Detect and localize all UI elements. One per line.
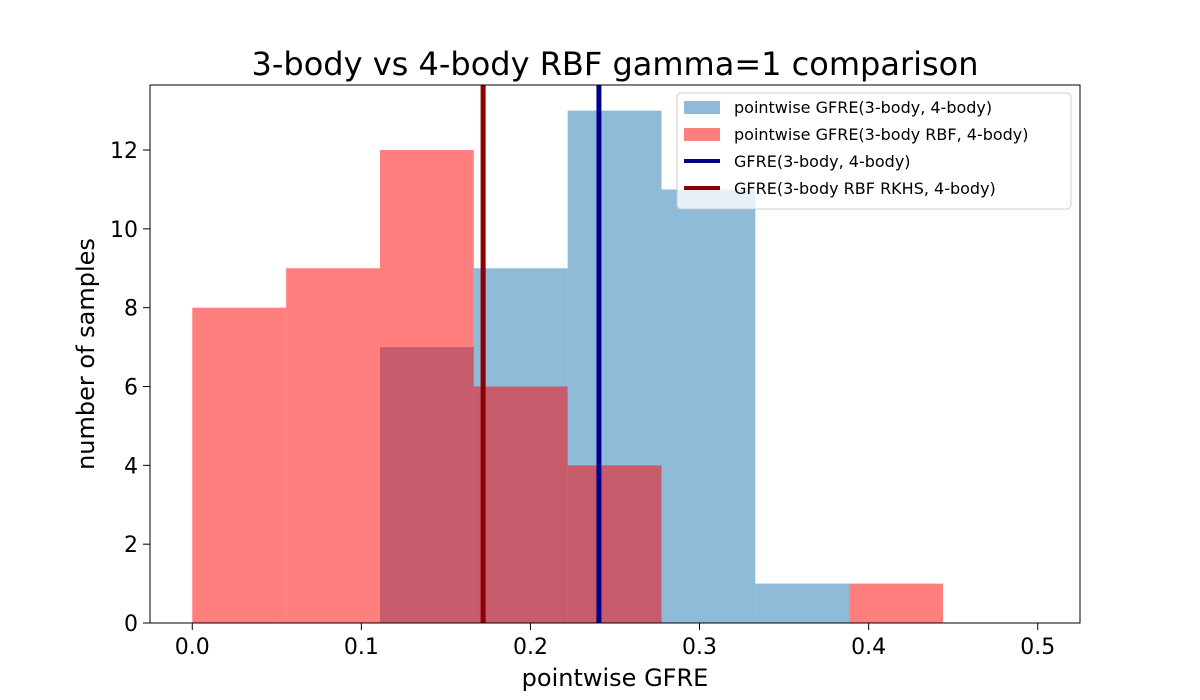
y-tick-label: 10 <box>110 218 138 243</box>
y-tick-label: 12 <box>110 139 138 164</box>
legend-box <box>676 92 1072 210</box>
x-tick-label: 0.4 <box>851 635 886 660</box>
histogram-bar-series-1 <box>661 189 756 623</box>
legend: pointwise GFRE(3-body, 4-body) pointwise … <box>676 92 1072 210</box>
plot-area <box>192 85 944 624</box>
legend-label: pointwise GFRE(3-body RBF, 4-body) <box>734 125 1029 144</box>
legend-swatch <box>684 101 720 114</box>
histogram-bar-series-2 <box>849 583 944 623</box>
y-axis-title: number of samples <box>72 238 100 470</box>
legend-label: GFRE(3-body RBF RKHS, 4-body) <box>734 179 996 198</box>
legend-swatch <box>684 128 720 141</box>
y-tick-label: 0 <box>124 612 138 637</box>
x-tick-label: 0.1 <box>344 635 379 660</box>
x-axis-title: pointwise GFRE <box>522 664 709 692</box>
histogram-bar-series-1 <box>755 583 850 623</box>
histogram-bar-series-2 <box>379 150 474 624</box>
histogram-bar-series-2 <box>192 307 287 623</box>
x-tick-label: 0.3 <box>682 635 717 660</box>
y-tick-label: 2 <box>124 533 138 558</box>
histogram-bar-series-2 <box>473 386 568 623</box>
x-tick-label: 0.2 <box>513 635 548 660</box>
legend-label: GFRE(3-body, 4-body) <box>734 152 911 171</box>
chart-title: 3-body vs 4-body RBF gamma=1 comparison <box>251 45 978 83</box>
histogram-bar-series-2 <box>286 268 380 623</box>
y-tick-label: 4 <box>124 454 138 479</box>
axes-frame <box>149 84 1081 624</box>
x-tick-label: 0.5 <box>1020 635 1055 660</box>
y-tick-label: 6 <box>124 376 138 401</box>
y-tick-label: 8 <box>124 297 138 322</box>
x-tick-label: 0.0 <box>175 635 210 660</box>
legend-label: pointwise GFRE(3-body, 4-body) <box>734 98 992 117</box>
histogram-bar-series-2 <box>567 465 662 623</box>
axes: 0.0 0.1 0.2 0.3 0.4 0.5 0 2 4 6 8 10 12 <box>110 84 1081 660</box>
